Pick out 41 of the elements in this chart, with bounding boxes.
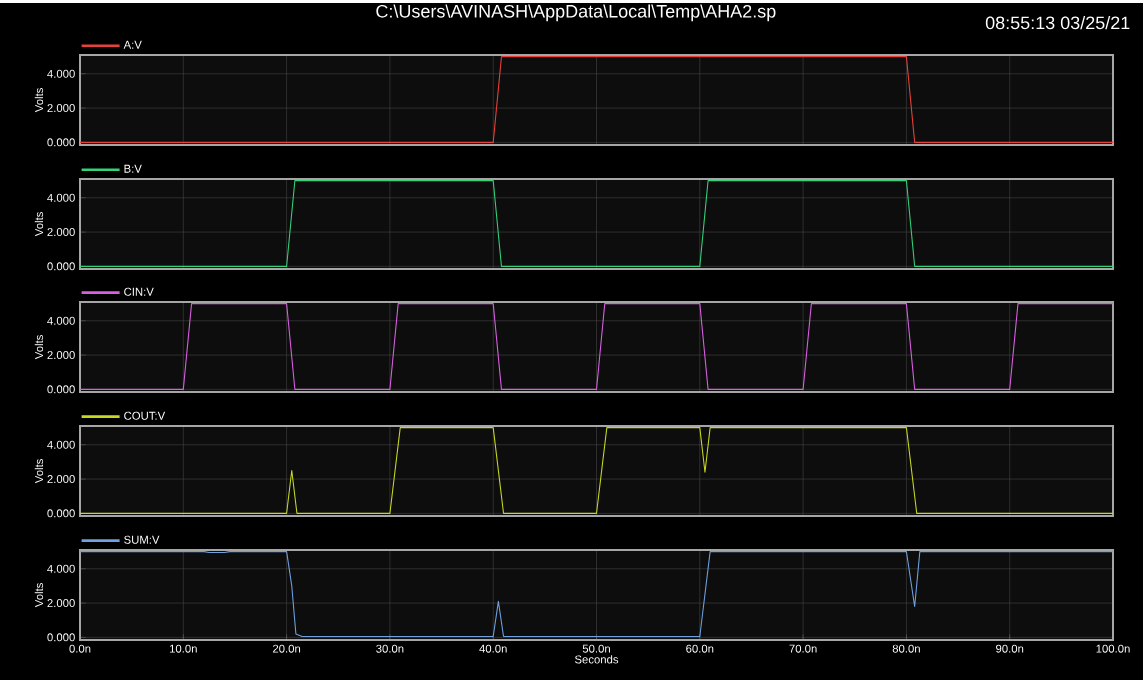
x-tick-label: 90.0n: [996, 644, 1024, 653]
y-tick-label: 0.000: [47, 633, 75, 642]
x-tick-label: 20.0n: [272, 644, 301, 653]
line-series: [79, 551, 1114, 638]
legend-label: SUM:V: [124, 535, 160, 544]
y-tick-label: 2.000: [47, 475, 75, 484]
x-tick-label: 50.0n: [582, 644, 610, 653]
legend-label: COUT:V: [124, 411, 166, 420]
legend-label: CIN:V: [124, 287, 154, 296]
y-tick-label: 4.000: [47, 316, 75, 325]
y-tick-label: 2.000: [47, 104, 75, 113]
x-tick-label: 0.0n: [69, 644, 91, 653]
y-tick-label: 2.000: [47, 228, 75, 237]
y-tick-label: 4.000: [47, 193, 75, 202]
y-axis-title: Volts: [34, 335, 44, 360]
y-tick-label: 0.000: [47, 138, 75, 147]
text: 08:55:13 03/25/21: [985, 16, 1130, 30]
line-series: [79, 427, 1114, 514]
y-tick-label: 4.000: [47, 564, 75, 573]
x-tick-label: 60.0n: [686, 644, 714, 653]
y-axis-title: Volts: [34, 88, 44, 113]
y-axis-title: Volts: [34, 212, 44, 237]
legend-label: A:V: [123, 40, 142, 49]
y-tick-label: 2.000: [47, 351, 75, 360]
y-tick-label: 0.000: [47, 385, 75, 394]
y-tick-label: 2.000: [47, 599, 75, 608]
y-axis-title: Volts: [34, 583, 44, 608]
x-tick-label: 100.0n: [1096, 644, 1130, 653]
x-tick-label: 30.0n: [376, 644, 404, 653]
x-tick-label: 70.0n: [789, 644, 817, 653]
x-tick-label: 80.0n: [892, 644, 920, 653]
x-tick-label: 40.0n: [479, 644, 507, 653]
legend-label: B:V: [124, 164, 142, 173]
x-tick-label: 10.0n: [169, 644, 197, 653]
y-tick-label: 4.000: [47, 69, 75, 78]
y-axis-title: Volts: [34, 459, 44, 484]
y-tick-label: 0.000: [47, 262, 75, 271]
y-tick-label: 4.000: [47, 440, 75, 449]
chart-title: C:\Users\AVINASH\AppData\Local\Temp\AHA2.sp: [376, 4, 776, 22]
x-axis-title: Seconds: [574, 655, 619, 664]
y-tick-label: 0.000: [47, 509, 75, 518]
